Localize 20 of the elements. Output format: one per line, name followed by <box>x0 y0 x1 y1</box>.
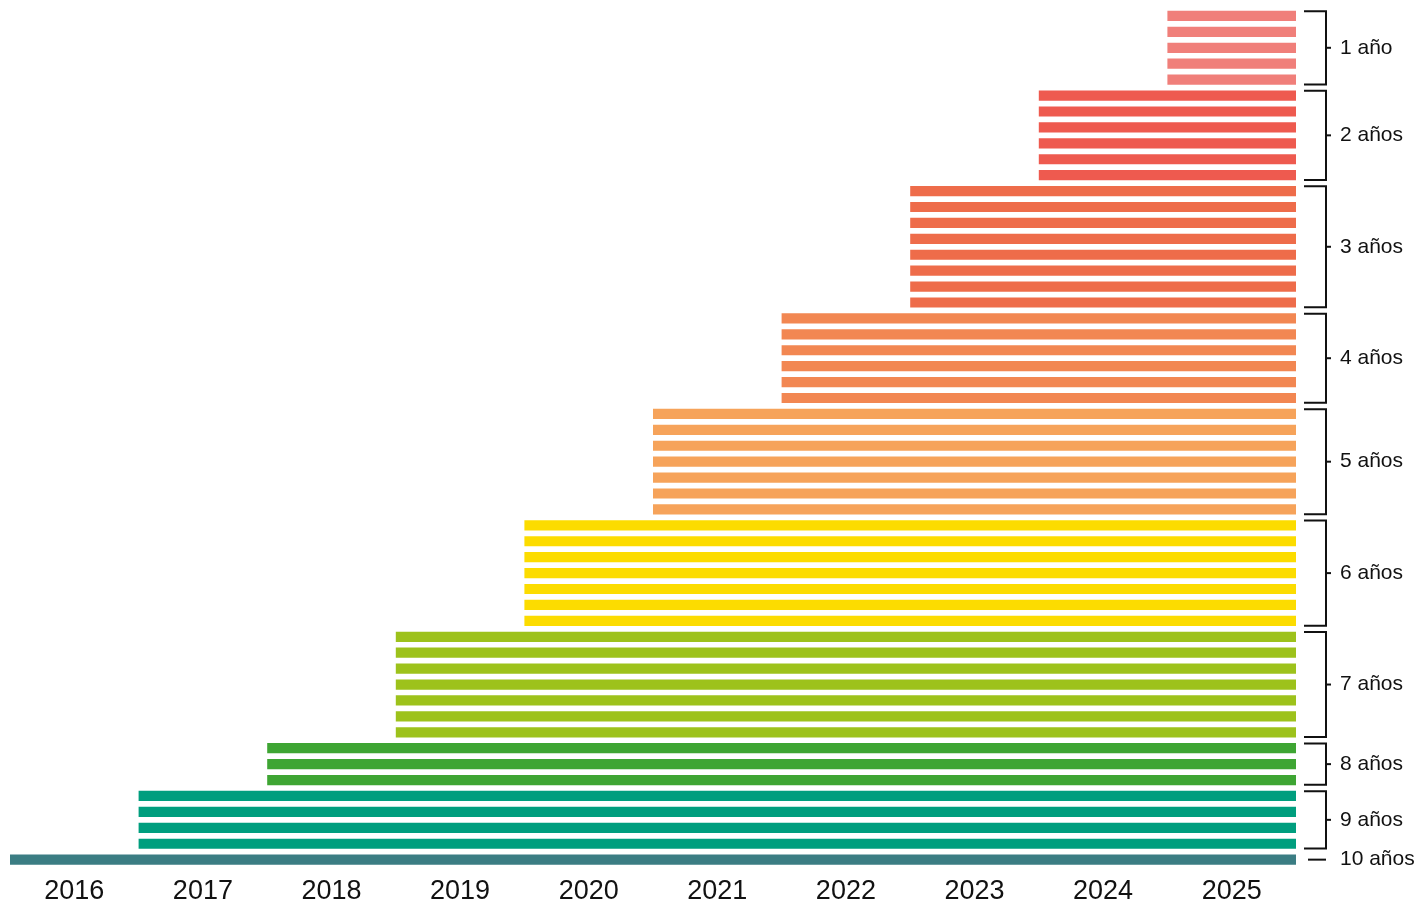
text: 3 años <box>1340 233 1404 257</box>
text: 8 años <box>1340 750 1404 774</box>
text: 2 años <box>1340 122 1404 146</box>
text: 7 años <box>1340 671 1404 695</box>
x-tick-label: 2022 <box>815 875 876 906</box>
x-tick-label: 2016 <box>44 875 105 906</box>
text: 10 años <box>1340 846 1415 870</box>
x-tick-label: 2023 <box>944 875 1005 906</box>
x-tick-label: 2021 <box>687 875 748 906</box>
x-tick-label: 2024 <box>1073 875 1134 906</box>
text: 9 años <box>1340 806 1404 830</box>
text: 4 años <box>1340 345 1404 368</box>
text: 6 años <box>1340 559 1404 583</box>
text: 5 años <box>1340 448 1404 472</box>
x-tick-label: 2017 <box>172 875 233 906</box>
x-tick-label: 2019 <box>430 875 491 906</box>
x-tick-label: 2018 <box>301 875 362 906</box>
x-tick-label: 2020 <box>558 875 619 906</box>
text: 1 año <box>1340 34 1393 58</box>
x-tick-label: 2025 <box>1201 875 1262 906</box>
